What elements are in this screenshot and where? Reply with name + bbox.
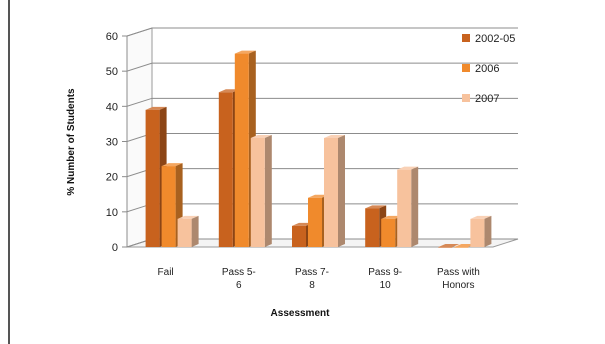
legend-item: 2002-05 xyxy=(462,33,515,45)
bar-front-face xyxy=(250,137,265,247)
legend-item: 2007 xyxy=(462,93,499,105)
legend-label: 2002-05 xyxy=(475,33,515,45)
bar-side-face xyxy=(338,134,345,247)
bar xyxy=(177,215,199,247)
gridline xyxy=(126,97,518,107)
y-tick-label: 60 xyxy=(106,31,118,43)
x-axis-title: Assessment xyxy=(271,308,331,319)
x-category-label: Pass 7-8 xyxy=(295,267,329,291)
left-frame-border xyxy=(8,0,10,344)
x-category-label: Pass 5-6 xyxy=(222,267,256,291)
bar-front-face xyxy=(234,53,249,248)
bar-front-face xyxy=(365,208,380,247)
bar-side-face xyxy=(191,215,199,247)
bar-front-face xyxy=(161,166,176,247)
bar xyxy=(397,166,419,247)
bar-top-face xyxy=(438,244,460,247)
legend: 2002-05 2006 2007 xyxy=(462,33,515,105)
bar-front-face xyxy=(292,225,306,247)
bar-front-face xyxy=(145,109,160,247)
legend-swatch xyxy=(462,34,470,42)
bar-top-face xyxy=(454,244,476,247)
y-tick-label: 20 xyxy=(106,172,118,184)
bar-side-face xyxy=(411,166,419,247)
bar-front-face xyxy=(308,197,322,247)
bar-front-face xyxy=(324,137,338,247)
legend-label: 2007 xyxy=(475,93,499,105)
gridline xyxy=(126,27,518,37)
x-category-label: Fail xyxy=(158,267,174,278)
bar-front-face xyxy=(177,218,192,247)
gridline xyxy=(126,62,518,72)
y-tick-label: 50 xyxy=(106,66,118,78)
y-tick-label: 30 xyxy=(106,137,118,149)
legend-item: 2006 xyxy=(462,63,499,75)
bar xyxy=(470,215,492,247)
bar-front-face xyxy=(381,218,396,247)
y-tick-label: 10 xyxy=(106,207,118,219)
legend-swatch xyxy=(462,94,470,102)
gridline xyxy=(126,133,518,142)
bar-front-face xyxy=(470,218,485,247)
bar xyxy=(250,134,272,247)
legend-label: 2006 xyxy=(475,63,499,75)
gridline xyxy=(126,168,518,178)
bar-side-face xyxy=(484,215,492,247)
y-axis-title: % Number of Students xyxy=(66,88,77,196)
y-tick-label: 40 xyxy=(106,101,118,113)
bar xyxy=(454,244,476,248)
bar-front-face xyxy=(397,169,412,247)
bars xyxy=(145,50,492,248)
y-axis-ticks: 0 10 20 30 40 50 60 xyxy=(106,31,118,254)
legend-swatch xyxy=(462,64,470,72)
bar xyxy=(438,244,460,248)
bar-front-face xyxy=(438,247,453,248)
bar-side-face xyxy=(264,134,272,247)
x-category-label: Pass 9-10 xyxy=(368,267,402,291)
bar xyxy=(324,134,345,247)
y-tick-label: 0 xyxy=(112,242,118,254)
bar-front-face xyxy=(218,92,233,248)
x-axis-categories: Fail Pass 5-6 Pass 7-8 Pass 9-10 Pass with Ho… xyxy=(158,267,480,291)
bar-front-face xyxy=(454,247,469,248)
x-category-label: Pass with Honors xyxy=(437,267,480,291)
